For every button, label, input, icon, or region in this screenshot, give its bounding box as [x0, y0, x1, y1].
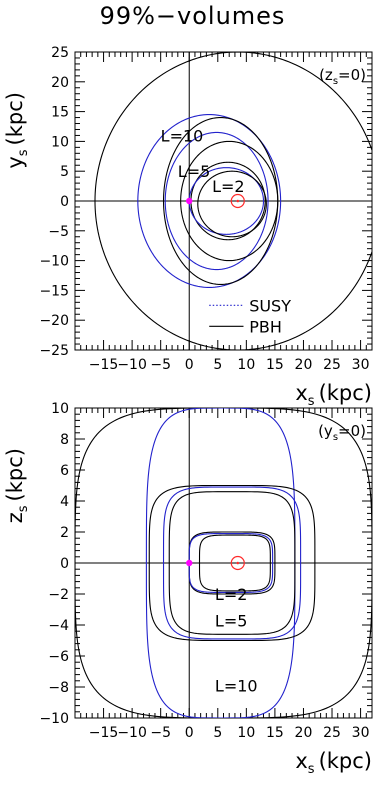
x-tick-label: −10 — [117, 725, 147, 741]
y-tick-label: −6 — [48, 649, 69, 665]
y-tick-label: 10 — [51, 134, 69, 150]
x-tick-label: 10 — [237, 725, 255, 741]
susy-contour-L5 — [164, 131, 269, 271]
x-tick-label: 5 — [213, 357, 222, 373]
susy-contour-L10 — [145, 408, 296, 718]
y-tick-label: 2 — [60, 525, 69, 541]
y-tick-label: −2 — [48, 587, 69, 603]
y-tick-label: 15 — [51, 105, 69, 121]
sun-position-dot — [236, 199, 240, 203]
curve-label: L=2 — [215, 585, 248, 604]
pbh-contour-L5 — [180, 140, 279, 262]
y-tick-label: 4 — [60, 494, 69, 510]
y-tick-label: 0 — [60, 556, 69, 572]
x-tick-label: −10 — [117, 357, 147, 373]
pbh-contour-L2 — [197, 170, 267, 238]
sun-position-marker — [230, 555, 245, 571]
y-tick-label: −20 — [39, 313, 69, 329]
y-tick-label: 20 — [51, 75, 69, 91]
plane-annotation: (ys=0) — [318, 422, 366, 443]
galactic-center-marker — [186, 559, 193, 567]
x-tick-label: −5 — [150, 357, 171, 373]
x-tick-label: 20 — [295, 357, 313, 373]
y-tick-label: −10 — [39, 254, 69, 270]
x-tick-label: 15 — [266, 725, 284, 741]
x-tick-label: −15 — [89, 357, 119, 373]
x-tick-label: −15 — [89, 725, 119, 741]
y-tick-label: −25 — [39, 343, 69, 359]
pbh-contour-L2 — [198, 534, 271, 592]
sun-position-dot — [236, 561, 240, 565]
x-tick-label: 25 — [323, 357, 341, 373]
x-tick-label: 0 — [185, 725, 194, 741]
y-tick-label: 5 — [60, 164, 69, 180]
y-axis-label: zs(kpc) — [3, 448, 31, 523]
pbh-contour-L10 — [75, 408, 372, 718]
x-axis-label: xs (kpc) — [295, 749, 372, 777]
x-axis-label: xs (kpc) — [295, 381, 372, 409]
legend-label-pbh: PBH — [249, 317, 282, 336]
curve-label: L=2 — [212, 177, 245, 196]
figure-title: 99%−volumes — [99, 2, 286, 30]
curve-label: L=5 — [215, 612, 248, 631]
pbh-contour-L5 — [162, 117, 279, 285]
susy-contour-L10 — [137, 114, 282, 288]
y-tick-label: −15 — [39, 283, 69, 299]
x-tick-label: 30 — [352, 357, 370, 373]
sun-position-marker — [230, 193, 245, 209]
x-tick-label: 20 — [295, 725, 313, 741]
susy-contour-L5 — [162, 486, 302, 640]
x-tick-label: 5 — [213, 725, 222, 741]
legend-label-susy: SUSY — [249, 296, 291, 315]
y-tick-label: 10 — [51, 401, 69, 417]
y-tick-label: 8 — [60, 432, 69, 448]
y-tick-label: −4 — [48, 618, 69, 634]
galactic-center-marker — [186, 197, 193, 205]
x-tick-label: 30 — [352, 725, 370, 741]
pbh-contour-L5 — [168, 491, 296, 635]
y-tick-label: 25 — [51, 45, 69, 61]
plane-annotation: (zs=0) — [319, 66, 366, 87]
x-tick-label: 10 — [237, 357, 255, 373]
curve-label: L=10 — [161, 126, 204, 145]
y-tick-label: 6 — [60, 463, 69, 479]
chart-bottom-xz-plane: −15 −10 −5 0 5 10 15 20 25 30−10−8−6−4−20246810xs… — [3, 401, 373, 777]
y-tick-label: −8 — [48, 680, 69, 696]
y-axis-label: ys(kpc) — [3, 92, 31, 169]
curve-label: L=10 — [215, 677, 258, 696]
x-tick-label: 15 — [266, 357, 284, 373]
chart-top-xy-plane: −15 −10 −5 0 5 10 15 20 25 30−25−20−15−10−5051015… — [3, 45, 373, 409]
pbh-contour-L10 — [94, 52, 372, 350]
y-tick-label: −5 — [48, 224, 69, 240]
x-tick-label: −5 — [150, 725, 171, 741]
y-tick-label: −10 — [39, 711, 69, 727]
curve-label: L=5 — [178, 162, 211, 181]
x-tick-label: 25 — [323, 725, 341, 741]
y-tick-label: 0 — [60, 194, 69, 210]
pbh-contour-L5 — [148, 484, 316, 642]
x-tick-label: 0 — [185, 357, 194, 373]
